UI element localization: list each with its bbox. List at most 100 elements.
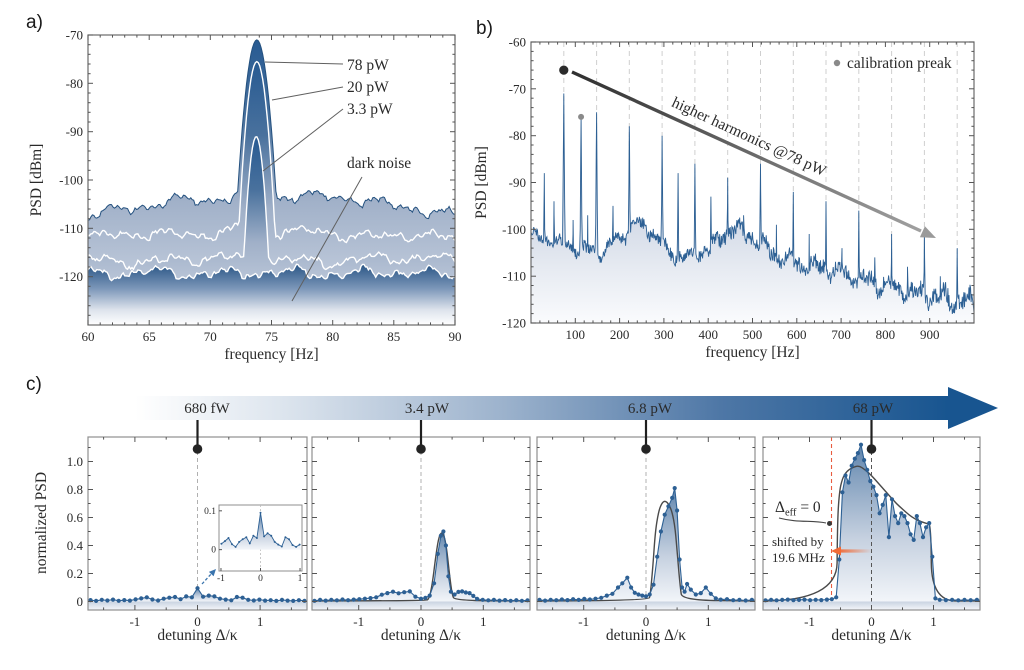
- spectrum-area: [531, 93, 974, 323]
- svg-text:0: 0: [77, 594, 84, 609]
- svg-text:20 pW: 20 pW: [347, 79, 389, 96]
- panel-a-label: a): [26, 12, 43, 33]
- svg-text:1: 1: [930, 614, 937, 629]
- svg-text:-120: -120: [59, 269, 83, 284]
- svg-text:0: 0: [211, 546, 216, 556]
- svg-text:0.4: 0.4: [67, 538, 84, 553]
- svg-text:PSD [dBm]: PSD [dBm]: [473, 146, 490, 219]
- svg-text:-90: -90: [66, 124, 83, 139]
- svg-text:-110: -110: [60, 221, 83, 236]
- svg-text:-70: -70: [66, 28, 83, 43]
- svg-text:80: 80: [326, 329, 339, 344]
- svg-text:78 pW: 78 pW: [347, 57, 389, 74]
- svg-text:-100: -100: [502, 222, 526, 237]
- subplot-68-pW: -1 0 1 detuning Δ/κ: [762, 436, 981, 644]
- calibration-peak-marker: [833, 59, 841, 67]
- svg-text:frequency [Hz]: frequency [Hz]: [705, 344, 799, 361]
- power-label: 68 pW: [853, 401, 894, 417]
- power-stem-dot: [641, 444, 651, 454]
- spectrum-line: [531, 93, 974, 315]
- svg-text:-1: -1: [217, 574, 225, 584]
- svg-text:0: 0: [868, 614, 875, 629]
- svg-text:PSD [dBm]: PSD [dBm]: [28, 144, 45, 217]
- harmonics-arrow-label: higher harmonics @78 pW: [669, 94, 829, 180]
- svg-text:detuning Δ/κ: detuning Δ/κ: [831, 627, 911, 644]
- fit-line: [763, 465, 980, 602]
- svg-text:1: 1: [298, 574, 303, 584]
- svg-text:-90: -90: [509, 175, 526, 190]
- svg-text:400: 400: [698, 327, 718, 342]
- svg-text:500: 500: [743, 327, 763, 342]
- svg-text:0: 0: [643, 614, 650, 629]
- svg-text:200: 200: [610, 327, 630, 342]
- svg-text:-1: -1: [578, 614, 589, 629]
- power-stem-dot: [416, 444, 426, 454]
- svg-text:0: 0: [418, 614, 425, 629]
- svg-text:detuning Δ/κ: detuning Δ/κ: [157, 627, 237, 644]
- svg-text:-1: -1: [804, 614, 815, 629]
- svg-text:3.3 pW: 3.3 pW: [347, 101, 393, 118]
- svg-text:0: 0: [258, 574, 263, 584]
- power-label: 6.8 pW: [628, 401, 673, 417]
- svg-text:0.6: 0.6: [67, 510, 84, 525]
- svg-text:-1: -1: [353, 614, 364, 629]
- fit-line: [537, 500, 755, 602]
- svg-text:1: 1: [480, 614, 487, 629]
- svg-text:-80: -80: [66, 76, 83, 91]
- svg-text:-110: -110: [503, 269, 526, 284]
- svg-text:85: 85: [387, 329, 400, 344]
- svg-text:19.6 MHz: 19.6 MHz: [772, 550, 825, 565]
- svg-text:-120: -120: [502, 316, 526, 331]
- harmonics-arrow: [571, 70, 922, 233]
- power-stem-dot: [866, 444, 877, 454]
- svg-text:90: 90: [449, 329, 462, 344]
- svg-text:1.0: 1.0: [67, 454, 83, 469]
- panel-c: 680 fW 3.4 pW 6.8 pW 68 pW -1 0 1 0 0.2 0.4 0.6 0.8…: [33, 387, 998, 644]
- svg-text:-60: -60: [509, 35, 526, 50]
- svg-text:65: 65: [143, 329, 156, 344]
- panel-c-label: c): [26, 374, 42, 395]
- svg-text:0: 0: [194, 614, 201, 629]
- svg-text:-80: -80: [509, 128, 526, 143]
- svg-text:800: 800: [876, 327, 896, 342]
- svg-text:75: 75: [265, 329, 278, 344]
- shifted-by-label: shifted by: [772, 534, 824, 549]
- svg-text:-100: -100: [59, 173, 83, 188]
- panel-b-label: b): [476, 18, 493, 39]
- svg-text:100: 100: [566, 327, 586, 342]
- subplot-3.4-pW: -1 0 1 detuning Δ/κ: [311, 436, 531, 644]
- svg-text:0.1: 0.1: [204, 507, 216, 517]
- inset-zoom: 0.1 0 -1 0 1: [201, 504, 303, 585]
- delta-eff-annotation: Δeff = 0: [775, 499, 821, 519]
- svg-text:detuning Δ/κ: detuning Δ/κ: [381, 627, 461, 644]
- svg-text:1: 1: [257, 614, 264, 629]
- harmonics-arrow-dot: [559, 65, 569, 75]
- panel-b-plot: 100 200 300 400 500 600 700 800 900 -60 -70 -80 -90 -…: [473, 35, 975, 361]
- svg-text:frequency [Hz]: frequency [Hz]: [224, 346, 318, 363]
- svg-text:60: 60: [82, 329, 95, 344]
- svg-text:70: 70: [204, 329, 217, 344]
- svg-text:700: 700: [831, 327, 851, 342]
- svg-text:dark noise: dark noise: [347, 155, 411, 172]
- svg-text:300: 300: [654, 327, 674, 342]
- power-arrow-band: [135, 396, 948, 420]
- svg-text:900: 900: [920, 327, 940, 342]
- inset-pointer-arrow: [201, 572, 213, 585]
- power-stem-dot: [192, 444, 203, 454]
- svg-text:-70: -70: [509, 81, 526, 96]
- subplot-680-fW: -1 0 1 0 0.2 0.4 0.6 0.8 1.0 detuning Δ/κ: [67, 436, 308, 644]
- legend-label: calibration preak: [847, 55, 952, 72]
- svg-text:1: 1: [705, 614, 712, 629]
- power-arrow-head: [948, 387, 998, 429]
- power-label: 680 fW: [184, 401, 230, 417]
- svg-text:-1: -1: [129, 614, 140, 629]
- svg-text:normalized PSD: normalized PSD: [33, 472, 50, 574]
- panel-a-plot: 60 65 70 75 80 85 90 -70 -80 -90 -100 -110 -120 frequ…: [28, 28, 462, 364]
- svg-text:600: 600: [787, 327, 807, 342]
- power-label: 3.4 pW: [405, 401, 450, 417]
- svg-text:0.8: 0.8: [67, 482, 83, 497]
- subplot-6.8-pW: -1 0 1 detuning Δ/κ: [536, 436, 756, 644]
- svg-text:detuning Δ/κ: detuning Δ/κ: [606, 627, 686, 644]
